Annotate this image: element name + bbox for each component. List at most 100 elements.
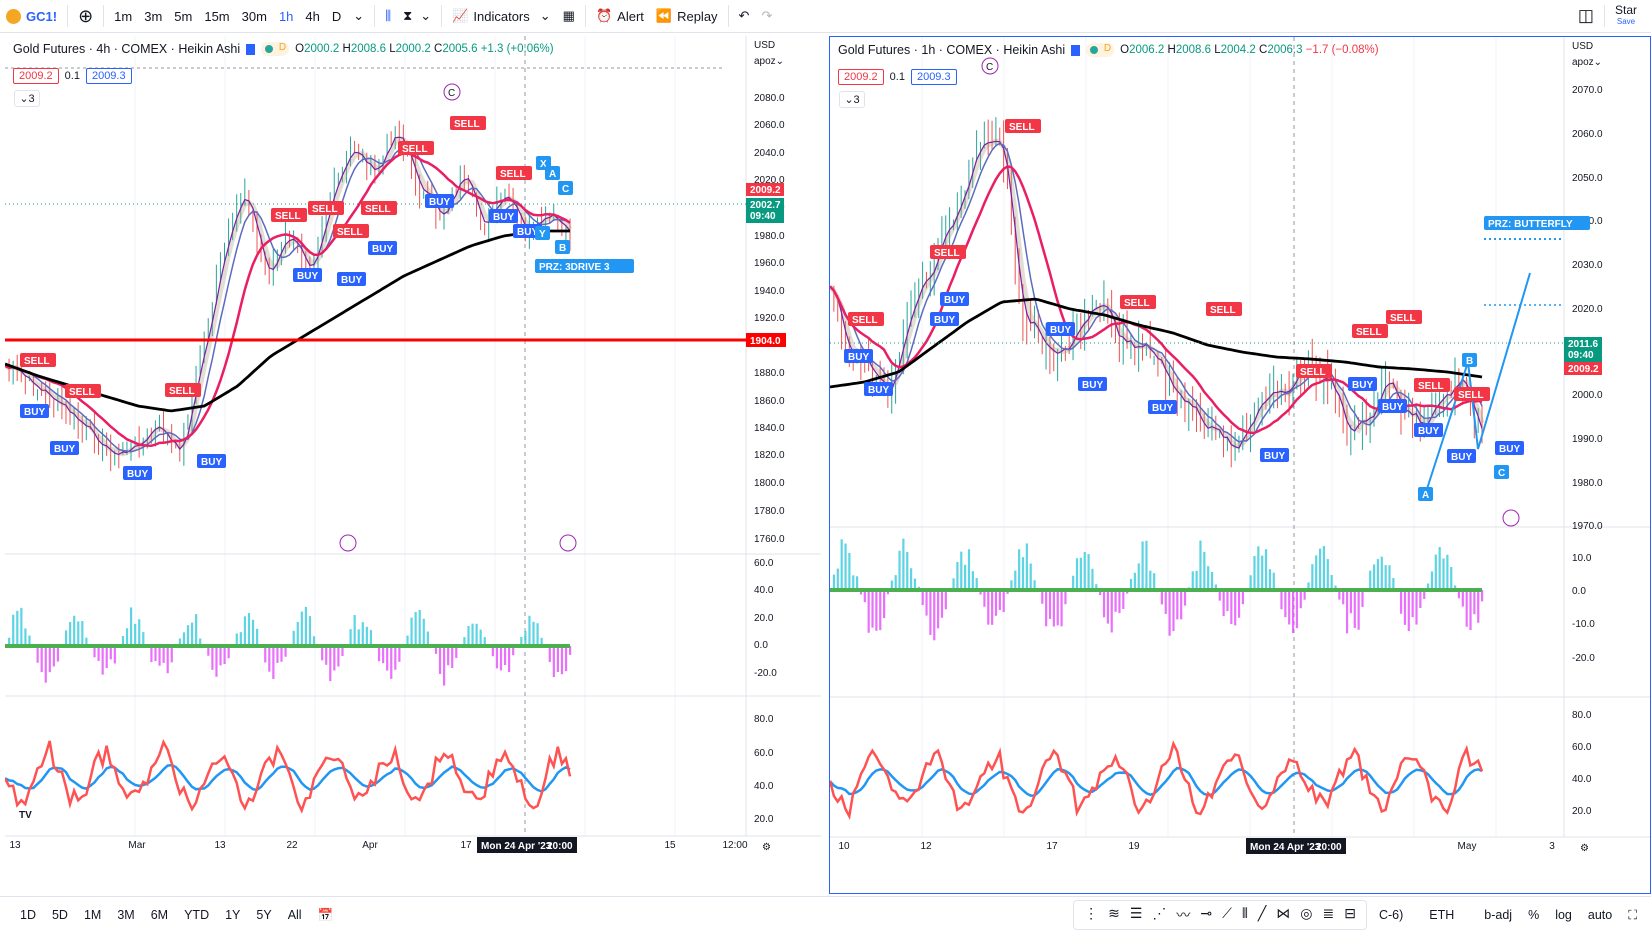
osc-bar [455, 646, 458, 658]
bar-style-button[interactable]: ⫼ [379, 0, 397, 33]
lightning-icon[interactable] [1502, 509, 1520, 527]
xabcd-icon[interactable]: ⋈ [1276, 905, 1291, 921]
indicators-button[interactable]: 📈 Indicators ⌄ [446, 0, 556, 33]
buy-signal: BUY [54, 444, 75, 455]
lightning-icon[interactable] [559, 534, 577, 552]
buy-signal-box [1495, 441, 1524, 455]
range-3m[interactable]: 3M [117, 908, 135, 922]
price-tick: 2030.0 [1572, 260, 1603, 271]
interval-1h[interactable]: 1h [278, 8, 294, 24]
node-line-icon[interactable]: ⊸ [1200, 905, 1213, 921]
flag-icon[interactable] [1071, 44, 1081, 56]
pattern-icon[interactable]: ⋰ [1152, 905, 1167, 921]
fib-fan-icon[interactable]: ⊟ [1344, 905, 1356, 921]
drag-handle-icon[interactable]: ⋮ [1084, 905, 1099, 921]
right-chart-panel[interactable]: USDapoz⌄2070.02060.02050.02040.02030.020… [829, 36, 1651, 894]
osc-bar [386, 646, 389, 671]
price-tick: 1840.0 [754, 423, 785, 434]
trend-line-icon[interactable]: ⟋ [1222, 905, 1232, 921]
interval-3m[interactable]: 3m [144, 8, 163, 24]
range-all[interactable]: All [287, 908, 302, 922]
range-1y[interactable]: 1Y [225, 908, 241, 922]
interval-30m[interactable]: 30m [241, 8, 267, 24]
buy-signal: BUY [868, 385, 889, 396]
interval-4h[interactable]: 4h [305, 8, 320, 24]
flag-icon[interactable] [246, 43, 256, 55]
log-toggle[interactable]: log [1555, 908, 1572, 922]
osc-bar [227, 646, 230, 659]
layout-split-button[interactable]: ◫ [1572, 0, 1600, 33]
range-1m[interactable]: 1M [83, 908, 102, 922]
left-bid-button[interactable]: 2009.2 [13, 68, 59, 84]
bid-price-tag: 2009.2 [1568, 364, 1599, 375]
range-1d[interactable]: 1D [20, 908, 36, 922]
fullscreen-button[interactable]: ⛶ [1620, 908, 1645, 923]
symbol-button[interactable]: GC1! [0, 0, 63, 33]
alert-button[interactable]: ⏰ Alert [590, 0, 650, 33]
pitchfork-icon[interactable]: ⫴ [1241, 905, 1248, 921]
candles-button[interactable]: ⧗ ⌄ [397, 0, 437, 33]
interval-1m[interactable]: 1m [114, 8, 133, 24]
right-bid-button[interactable]: 2009.2 [838, 69, 884, 85]
right-collapse-button[interactable]: ⌄ 3 [839, 91, 865, 108]
interval-d[interactable]: D [331, 8, 342, 24]
price-tick: 1760.0 [754, 534, 785, 545]
redo-button[interactable]: ↷ [755, 0, 778, 33]
interval-5m[interactable]: 5m [174, 8, 193, 24]
spiral-icon[interactable]: ◎ [1300, 905, 1313, 921]
replay-button[interactable]: ⏪ Replay [650, 0, 724, 33]
tradingview-logo-icon: TV [19, 810, 32, 821]
star-save-button[interactable]: Star Save [1609, 0, 1651, 33]
session-label[interactable]: C-6) [1378, 908, 1404, 922]
sell-signal: SELL [365, 204, 391, 215]
back-adjust-toggle[interactable]: b-adj [1484, 908, 1513, 922]
osc-bar [499, 646, 503, 671]
time-tick: 3 [1549, 841, 1555, 852]
eth-toggle[interactable]: ETH [1429, 908, 1455, 922]
osc-bar [239, 632, 242, 646]
sell-signal: SELL [852, 315, 878, 326]
rsi-tick: 80.0 [1572, 710, 1592, 721]
interval-dropdown[interactable]: ⌄ [347, 0, 370, 33]
market-status-icon[interactable]: D [261, 42, 290, 56]
left-ask-button[interactable]: 2009.3 [85, 68, 132, 84]
osc-bar [1376, 559, 1380, 590]
range-5y[interactable]: 5Y [256, 908, 272, 922]
layout-button[interactable]: ▦ [557, 0, 581, 33]
market-status-icon[interactable]: D [1086, 43, 1115, 57]
pattern-point-c: C [1498, 468, 1505, 479]
left-collapse-button[interactable]: ⌄ 3 [14, 90, 40, 107]
buy-signal-box [844, 349, 873, 363]
osc-bar [1322, 546, 1326, 590]
go-to-date-button[interactable]: 📅 [310, 908, 342, 923]
event-icon[interactable] [339, 534, 357, 552]
osc-bar [369, 630, 373, 646]
fib-icon[interactable]: ≋ [1108, 905, 1120, 921]
add-symbol-button[interactable]: ⊕ [72, 0, 99, 33]
right-chart-canvas[interactable]: USDapoz⌄2070.02060.02050.02040.02030.020… [830, 37, 1651, 894]
auto-toggle[interactable]: auto [1587, 908, 1613, 922]
osc-bar [312, 636, 316, 646]
osc-bar [272, 646, 275, 679]
lines-icon[interactable]: ☰ [1129, 905, 1143, 921]
curve-icon[interactable]: 〰 [1176, 907, 1191, 923]
percent-toggle[interactable]: % [1528, 908, 1540, 922]
interval-15m[interactable]: 15m [204, 8, 230, 24]
osc-bar [1249, 575, 1252, 590]
undo-button[interactable]: ↶ [733, 0, 756, 33]
left-chart-canvas[interactable]: USDapoz⌄2080.02060.02040.02020.02000.019… [5, 36, 821, 894]
buy-signal-box [425, 194, 454, 208]
right-bid-ask: 2009.2 0.1 2009.3 [838, 69, 957, 85]
alarm-icon: ⏰ [595, 8, 613, 23]
osc-bar [36, 646, 39, 663]
range-5d[interactable]: 5D [51, 908, 68, 922]
left-chart-panel[interactable]: USDapoz⌄2080.02060.02040.02020.02000.019… [5, 36, 821, 894]
ray-icon[interactable]: ╱ [1257, 905, 1267, 921]
buy-signal: BUY [1264, 451, 1285, 462]
range-ytd[interactable]: YTD [184, 908, 210, 922]
range-6m[interactable]: 6M [150, 908, 169, 922]
osc-bar [219, 646, 222, 666]
osc-bar [1110, 590, 1113, 633]
right-ask-button[interactable]: 2009.3 [910, 69, 957, 85]
fib-channel-icon[interactable]: ≣ [1322, 905, 1335, 921]
